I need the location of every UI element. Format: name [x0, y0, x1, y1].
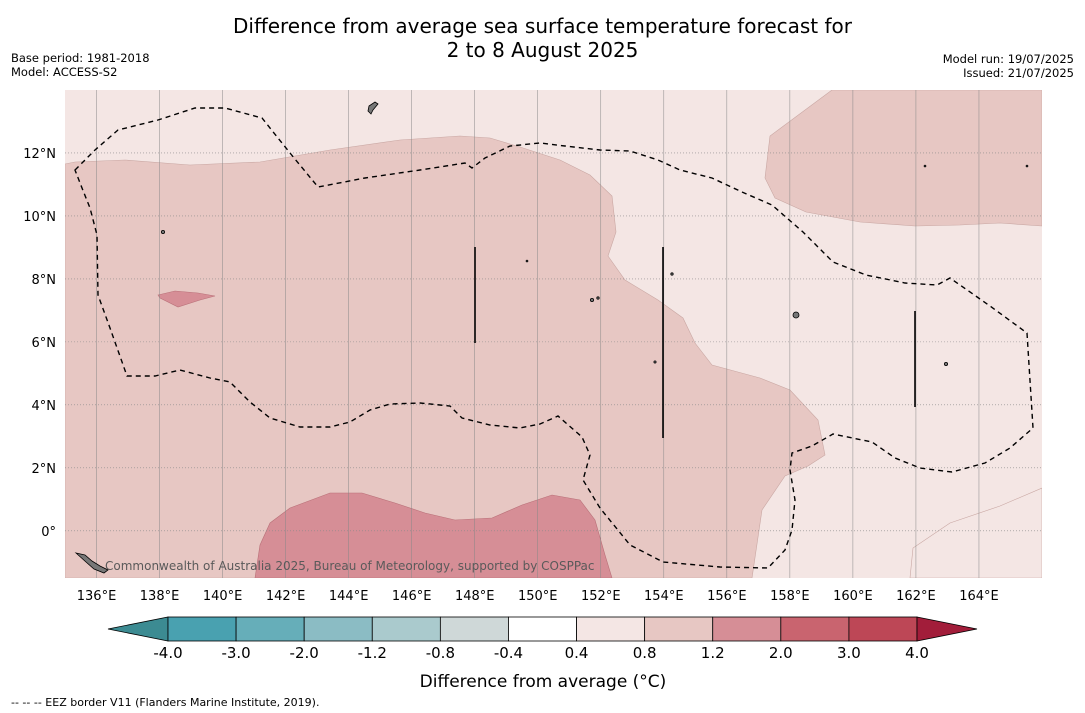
eez-footnote: -- -- -- EEZ border V11 (Flanders Marine… — [11, 696, 320, 709]
colorbar-bin — [508, 616, 577, 642]
lon-tick-label: 150°E — [518, 589, 558, 604]
issued-date: Issued: 21/07/2025 — [963, 66, 1074, 80]
map-area: Commonwealth of Australia 2025, Bureau o… — [65, 90, 1042, 578]
island-chuuk — [792, 311, 800, 319]
colorbar-tick-label: -4.0 — [153, 644, 182, 662]
island-5 — [670, 272, 674, 276]
islands — [74, 101, 1029, 574]
island-4 — [596, 296, 600, 300]
lon-tick-label: 142°E — [266, 589, 306, 604]
eez-border-fsm — [74, 107, 1034, 569]
colorbar-bin — [712, 616, 782, 642]
region-0p4-0p8-southeast — [909, 487, 1042, 578]
lat-tick-label: 6°N — [32, 336, 57, 351]
map-title: Difference from average sea surface temp… — [0, 14, 1085, 62]
lon-tick-label: 146°E — [392, 589, 432, 604]
colorbar-tick-label: 2.0 — [769, 644, 793, 662]
island-3 — [590, 297, 595, 302]
lat-tick-label: 2°N — [32, 462, 57, 477]
colorbar-bin — [303, 616, 373, 642]
lat-tick-label: 0° — [41, 525, 56, 540]
latitude-tick-labels: 12°N 10°N 8°N 6°N 4°N 2°N 0° — [23, 147, 56, 540]
lon-tick-label: 138°E — [140, 589, 180, 604]
lon-tick-label: 152°E — [581, 589, 621, 604]
title-line-1: Difference from average sea surface temp… — [232, 14, 852, 38]
base-period: Base period: 1981-2018 — [11, 51, 150, 65]
colorbar-tick-label: -0.8 — [426, 644, 455, 662]
colorbar-bin — [235, 616, 305, 642]
lat-tick-label: 12°N — [23, 147, 56, 162]
colorbar-tick-label: 4.0 — [905, 644, 929, 662]
colorbar-tick-label: 3.0 — [837, 644, 861, 662]
lon-tick-label: 158°E — [770, 589, 810, 604]
colorbar-tick-label: -1.2 — [358, 644, 387, 662]
island-1 — [944, 361, 949, 366]
island-2 — [160, 229, 165, 234]
lon-tick-label: 136°E — [77, 589, 117, 604]
lat-tick-label: 10°N — [23, 210, 56, 225]
longitude-tick-labels: 136°E 138°E 140°E 142°E 144°E 146°E 148°E 150°E… — [77, 589, 999, 604]
colorbar-tick-label: 0.8 — [633, 644, 657, 662]
colorbar-bin — [439, 616, 509, 642]
colorbar-tick-label: 1.2 — [701, 644, 725, 662]
base-period-info: Base period: 1981-2018 Model: ACCESS-S2 — [11, 51, 150, 79]
colorbar-overflow-arrow — [916, 616, 978, 642]
colorbar-tick-label: 0.4 — [565, 644, 589, 662]
colorbar-tick-label: -3.0 — [221, 644, 250, 662]
model-run-date: Model run: 19/07/2025 — [942, 52, 1074, 66]
lon-tick-label: 140°E — [203, 589, 243, 604]
island-7 — [525, 259, 529, 263]
model-run-info: Model run: 19/07/2025 Issued: 21/07/2025 — [943, 52, 1074, 80]
lon-tick-label: 154°E — [644, 589, 684, 604]
lon-tick-label: 164°E — [959, 589, 999, 604]
lon-tick-label: 144°E — [329, 589, 369, 604]
colorbar-bin — [371, 616, 441, 642]
lat-tick-label: 4°N — [32, 399, 57, 414]
colorbar-bin — [644, 616, 714, 642]
model-name: Model: ACCESS-S2 — [11, 65, 118, 79]
lon-tick-label: 148°E — [455, 589, 495, 604]
lat-tick-label: 8°N — [32, 273, 57, 288]
island-guam — [367, 101, 379, 115]
island-png — [74, 552, 109, 574]
colorbar-underflow-arrow — [107, 616, 169, 642]
colorbar: -4.0 -3.0 -2.0 -1.2 -0.8 -0.4 0.4 0.8 1.2 2.0 3.0 4… — [107, 616, 978, 662]
island-8 — [1025, 164, 1029, 168]
island-9 — [923, 164, 927, 168]
lon-tick-label: 160°E — [833, 589, 873, 604]
colorbar-bin — [167, 616, 237, 642]
colorbar-tick-label: -2.0 — [290, 644, 319, 662]
region-1p2-2p0-patch-west — [157, 290, 216, 308]
lon-tick-label: 162°E — [896, 589, 936, 604]
colorbar-bin — [576, 616, 646, 642]
title-line-2: 2 to 8 August 2025 — [446, 38, 639, 62]
lat-gridlines — [65, 152, 1042, 532]
region-0p8-1p2-west — [65, 135, 826, 578]
island-6 — [653, 360, 657, 364]
lon-tick-label: 156°E — [707, 589, 747, 604]
colorbar-title: Difference from average (°C) — [420, 672, 667, 692]
region-1p2-2p0-south — [254, 492, 613, 578]
colorbar-bin — [780, 616, 850, 642]
colorbar-bin — [848, 616, 918, 642]
copyright-notice: Commonwealth of Australia 2025, Bureau o… — [105, 559, 595, 573]
region-0p8-1p2-northeast — [764, 90, 1042, 227]
colorbar-tick-label: -0.4 — [494, 644, 523, 662]
